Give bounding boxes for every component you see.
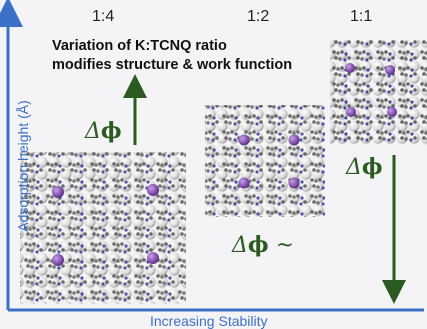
headline-line-1: Variation of K:TCNQ ratio: [52, 38, 227, 54]
y-axis-label: Adsorption height (Å): [15, 100, 31, 232]
delta-phi-label-1-1: Δϕ: [346, 154, 383, 180]
structure-1-1: [330, 40, 427, 145]
delta-phi-label-1-4: Δϕ: [85, 118, 122, 144]
structure-1-2: [205, 105, 325, 217]
ratio-label-1-4: 1:4: [92, 8, 115, 25]
delta-phi-label-1-2: Δϕ ~: [232, 232, 295, 258]
headline-line-2: modifies structure & work function: [52, 57, 293, 73]
structure-1-4: [20, 152, 186, 304]
x-axis-label: Increasing Stability: [150, 313, 268, 329]
ratio-label-1-1: 1:1: [350, 8, 373, 25]
ratio-label-1-2: 1:2: [247, 8, 270, 25]
